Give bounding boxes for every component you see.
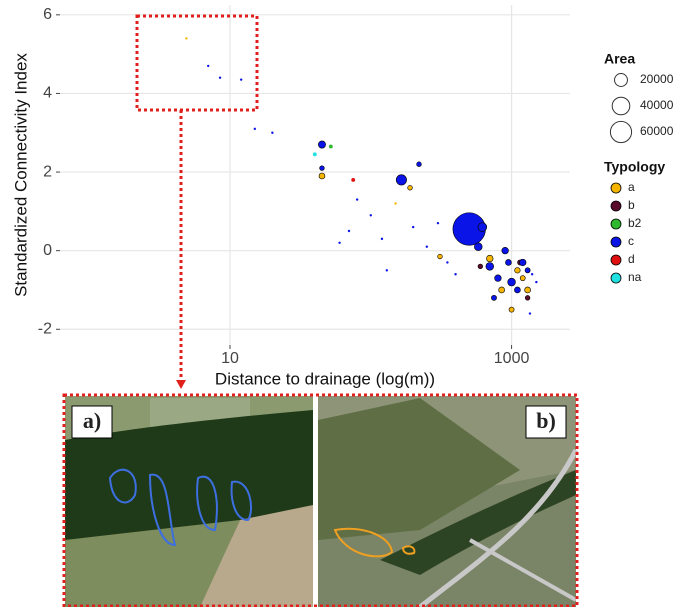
trees: [380, 470, 576, 575]
bubble: [491, 294, 497, 301]
bubble: [514, 267, 521, 274]
bubble: [437, 253, 443, 260]
legend-size: [614, 73, 628, 87]
bubble: [239, 78, 243, 81]
bubble: [407, 185, 413, 191]
road: [469, 538, 577, 602]
bubble: [524, 295, 531, 301]
bubble: [394, 202, 397, 205]
legend-label: 60000: [640, 124, 674, 138]
outline: [108, 468, 252, 547]
label-box: [525, 405, 567, 439]
bubble: [486, 254, 494, 263]
bubble: [338, 241, 341, 245]
bubble: [508, 306, 515, 313]
field: [318, 398, 520, 540]
y-tick-label: 4: [43, 85, 52, 102]
legend-label: na: [628, 270, 642, 284]
bubble: [477, 263, 483, 270]
photo-panels: a) b): [62, 393, 579, 609]
y-tick-label: 6: [43, 6, 52, 23]
bubble: [485, 262, 494, 271]
bubble: [477, 222, 488, 232]
bubble: [207, 64, 210, 68]
legend-label: b2: [628, 216, 642, 230]
x-tick-label: 10: [221, 350, 239, 367]
bubble: [318, 140, 326, 149]
legend-title: Typology: [604, 159, 665, 175]
bubble: [355, 198, 359, 201]
bubble: [436, 221, 440, 225]
panel-label: b): [536, 408, 556, 433]
legend-swatch: [610, 200, 622, 212]
outline: [333, 527, 416, 558]
bubble: [524, 267, 531, 274]
legend-label: d: [628, 252, 635, 266]
legend-swatch: [610, 272, 622, 284]
bubble: [395, 174, 407, 186]
bare-field: [200, 505, 313, 607]
bubble: [312, 152, 317, 157]
legend-title: Area: [604, 51, 635, 67]
legend-label: 40000: [640, 98, 674, 112]
bubble: [461, 214, 464, 217]
bubble: [416, 161, 422, 167]
legend-label: 20000: [640, 72, 674, 86]
bubble: [535, 280, 538, 284]
bubble: [507, 277, 516, 287]
bubble: [474, 242, 483, 251]
bubble: [519, 275, 526, 282]
zoom-box: [135, 14, 259, 112]
bubble: [351, 177, 356, 182]
bubble: [454, 273, 457, 276]
legend-size: [609, 120, 633, 144]
vineyard: [65, 520, 240, 607]
legend-swatch: [610, 236, 622, 248]
bubble: [369, 214, 372, 217]
bubble: [411, 225, 415, 229]
bubble: [530, 273, 534, 276]
bubble: [318, 172, 326, 180]
bubble: [494, 274, 502, 282]
y-tick-label: 0: [43, 242, 52, 259]
legend-swatch: [610, 182, 622, 194]
y-tick-label: -2: [38, 320, 52, 337]
bubble: [347, 229, 351, 233]
arrow-head: [176, 380, 186, 389]
legend-swatch: [610, 218, 622, 230]
bubble: [385, 269, 389, 272]
y-tick-label: 2: [43, 163, 52, 180]
bubble: [519, 258, 527, 267]
bubble: [218, 76, 222, 79]
bubble: [528, 312, 532, 315]
bubble: [425, 245, 429, 248]
x-tick-label: 1000: [494, 350, 530, 367]
legend-size: [611, 96, 631, 116]
panel-frame: [62, 393, 579, 608]
legend-label: a: [628, 180, 635, 194]
panel-label: a): [83, 408, 101, 433]
bubble: [514, 286, 521, 294]
bubble: [380, 237, 384, 241]
bubble: [524, 286, 531, 294]
bubble: [446, 261, 449, 264]
bubble: [501, 247, 509, 255]
plot-area: [60, 5, 570, 345]
bubble: [505, 259, 512, 266]
legend-label: b: [628, 198, 635, 212]
bubble: [498, 286, 505, 294]
legend-swatch: [610, 254, 622, 266]
bubble: [253, 127, 257, 131]
bubble: [185, 37, 188, 40]
bubble: [328, 144, 333, 149]
bubble: [271, 131, 274, 134]
x-axis-label: Distance to drainage (log(m)): [215, 369, 435, 388]
legend-label: c: [628, 234, 634, 248]
y-axis-label: Standardized Connectivity Index: [11, 53, 30, 297]
road: [418, 448, 579, 609]
bubble: [319, 165, 325, 171]
label-box: [71, 405, 113, 439]
